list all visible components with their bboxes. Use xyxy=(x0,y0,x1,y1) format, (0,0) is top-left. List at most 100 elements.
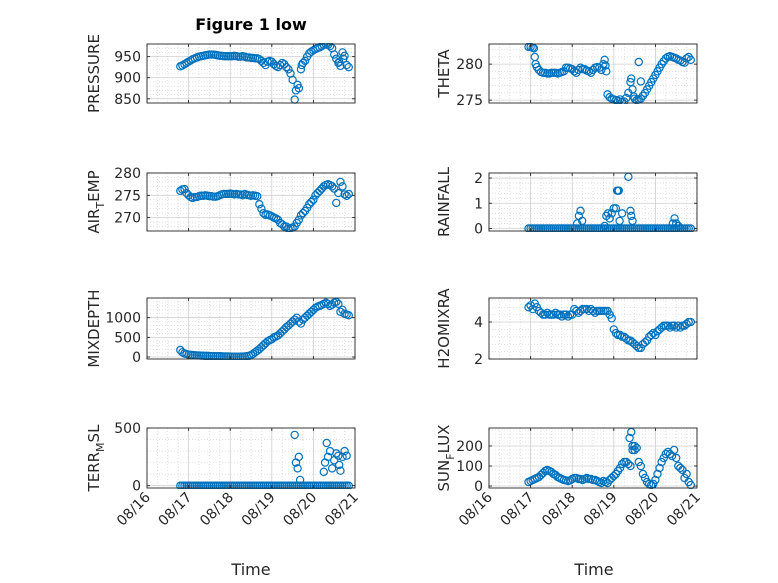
data-point xyxy=(290,315,299,324)
data-point xyxy=(615,330,625,340)
data-point xyxy=(674,321,683,330)
data-point xyxy=(622,334,631,343)
axes-box xyxy=(488,427,698,489)
data-point xyxy=(317,43,326,51)
data-point xyxy=(325,43,335,51)
y-axis-label: RAINFALL xyxy=(435,166,453,237)
data-point xyxy=(570,67,579,76)
data-point xyxy=(294,84,304,93)
y-tick-label: 100 xyxy=(456,459,483,475)
data-point xyxy=(327,300,337,309)
data-point xyxy=(344,189,353,199)
data-point xyxy=(634,57,643,67)
y-axis-label: H2OMIXRA xyxy=(435,288,453,369)
data-point xyxy=(638,469,648,479)
y-axis-label: THETA xyxy=(435,49,453,99)
data-point xyxy=(267,335,276,344)
data-point xyxy=(640,473,650,483)
y-tick-label: 500 xyxy=(114,421,141,437)
data-point xyxy=(338,452,347,462)
data-point xyxy=(309,195,318,204)
data-point xyxy=(613,96,623,104)
data-point xyxy=(296,319,306,328)
data-point xyxy=(327,182,337,191)
figure-title: Figure 1 low xyxy=(195,15,307,34)
data-point xyxy=(336,177,345,187)
data-point xyxy=(549,310,558,319)
data-point xyxy=(600,221,609,231)
y-tick-label: 850 xyxy=(114,92,141,108)
data-point xyxy=(311,191,320,200)
data-point xyxy=(605,214,614,223)
data-markers xyxy=(524,427,695,489)
data-point xyxy=(332,449,341,458)
subplot-h2omixra: 2 4 H2OMIXRA xyxy=(435,288,698,369)
data-point xyxy=(663,321,673,330)
data-point xyxy=(561,310,571,319)
data-point xyxy=(659,453,668,463)
data-point xyxy=(686,55,695,65)
data-point xyxy=(338,182,347,191)
data-point xyxy=(296,211,306,220)
y-tick-label: 275 xyxy=(456,93,483,109)
data-point xyxy=(180,60,189,69)
data-point xyxy=(574,65,583,75)
data-point xyxy=(257,56,266,66)
data-point xyxy=(636,77,646,86)
data-point xyxy=(334,451,343,460)
y-tick-label: 4 xyxy=(474,315,483,331)
data-markers xyxy=(176,43,353,104)
axes-box xyxy=(146,427,356,489)
data-point xyxy=(551,308,560,317)
data-point xyxy=(597,65,606,75)
data-point xyxy=(327,464,337,473)
data-point xyxy=(257,204,266,213)
data-point xyxy=(632,443,641,453)
data-point xyxy=(336,61,345,71)
subplot-air-temp: 270 275 280 AIRTEMP xyxy=(85,166,356,234)
data-point xyxy=(607,314,616,323)
y-tick-label: 500 xyxy=(114,330,141,346)
data-point xyxy=(576,206,585,216)
y-axis-label: SUNFLUX xyxy=(435,425,457,492)
data-point xyxy=(305,49,314,58)
data-markers xyxy=(176,297,353,360)
data-point xyxy=(282,222,291,231)
data-markers xyxy=(524,172,695,232)
data-point xyxy=(672,219,681,228)
data-point xyxy=(278,220,287,229)
y-tick-label: 0 xyxy=(132,350,141,366)
data-point xyxy=(577,216,587,226)
data-point xyxy=(653,469,662,479)
data-point xyxy=(338,305,347,315)
data-point xyxy=(524,303,533,312)
axes-box xyxy=(488,297,698,360)
subplot-pressure: 850 900 950 PRESSURE xyxy=(85,34,356,113)
data-point xyxy=(667,451,677,461)
data-point xyxy=(342,451,351,460)
data-point xyxy=(226,352,235,360)
data-point xyxy=(294,452,304,462)
data-point xyxy=(628,441,637,451)
data-point xyxy=(342,60,351,70)
data-point xyxy=(323,452,333,462)
data-point xyxy=(672,453,681,463)
grid-lines xyxy=(146,427,356,488)
data-point xyxy=(665,323,675,332)
data-point xyxy=(611,204,621,213)
data-point xyxy=(651,475,660,485)
axes-box xyxy=(146,297,356,360)
data-point xyxy=(634,457,643,467)
data-point xyxy=(615,463,625,473)
data-point xyxy=(322,438,331,448)
x-axis-label-left: Time xyxy=(230,560,270,579)
data-point xyxy=(669,445,679,455)
data-point xyxy=(315,186,324,196)
data-point xyxy=(615,216,624,226)
y-tick-label: 1000 xyxy=(105,311,141,327)
y-axis-label: AIRTEMP xyxy=(85,170,107,233)
